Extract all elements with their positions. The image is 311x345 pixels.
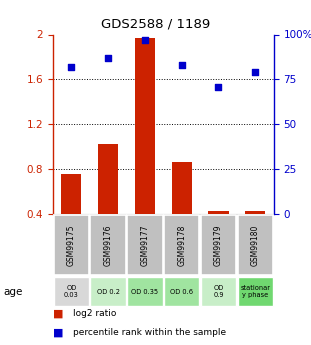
Text: ■: ■ xyxy=(53,328,63,338)
Point xyxy=(142,37,147,43)
Bar xyxy=(135,38,155,214)
Text: GSM99179: GSM99179 xyxy=(214,224,223,266)
Bar xyxy=(91,215,126,275)
Point xyxy=(106,55,111,61)
Text: OD
0.03: OD 0.03 xyxy=(64,285,79,298)
Point xyxy=(216,84,221,89)
Bar xyxy=(98,144,118,214)
Bar xyxy=(238,277,273,306)
Bar xyxy=(127,277,163,306)
Text: OD 0.2: OD 0.2 xyxy=(97,288,119,295)
Text: GSM99177: GSM99177 xyxy=(140,224,149,266)
Text: GSM99175: GSM99175 xyxy=(67,224,76,266)
Text: stationar
y phase: stationar y phase xyxy=(240,285,270,298)
Bar xyxy=(164,215,199,275)
Bar xyxy=(208,210,229,214)
Bar xyxy=(238,215,273,275)
Text: age: age xyxy=(3,287,22,296)
Bar xyxy=(201,277,236,306)
Bar xyxy=(61,174,81,214)
Text: OD 0.35: OD 0.35 xyxy=(131,288,158,295)
Bar xyxy=(91,277,126,306)
Bar xyxy=(245,210,265,214)
Text: GSM99176: GSM99176 xyxy=(104,224,113,266)
Point xyxy=(253,69,258,75)
Text: GSM99178: GSM99178 xyxy=(177,224,186,266)
Text: OD
0.9: OD 0.9 xyxy=(213,285,224,298)
Text: GSM99180: GSM99180 xyxy=(251,224,260,266)
Text: GDS2588 / 1189: GDS2588 / 1189 xyxy=(101,17,210,30)
Bar xyxy=(53,215,89,275)
Point xyxy=(69,64,74,70)
Text: log2 ratio: log2 ratio xyxy=(73,309,116,318)
Bar xyxy=(164,277,199,306)
Text: OD 0.6: OD 0.6 xyxy=(170,288,193,295)
Bar xyxy=(201,215,236,275)
Bar xyxy=(53,277,89,306)
Point xyxy=(179,62,184,68)
Bar xyxy=(127,215,163,275)
Text: ■: ■ xyxy=(53,309,63,319)
Text: percentile rank within the sample: percentile rank within the sample xyxy=(73,328,226,337)
Bar xyxy=(172,162,192,214)
